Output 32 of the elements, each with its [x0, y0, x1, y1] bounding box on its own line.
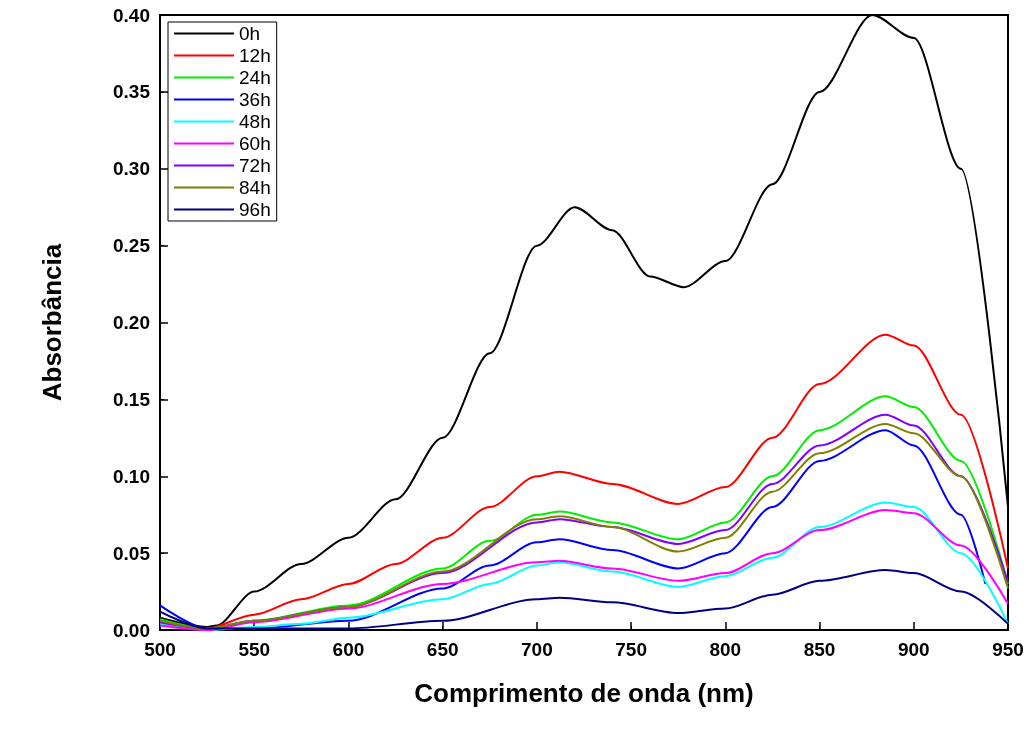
x-tick-label: 650: [426, 639, 459, 660]
legend-label: 60h: [239, 133, 271, 154]
x-tick-label: 900: [897, 639, 930, 660]
x-axis-title: Comprimento de onda (nm): [414, 678, 754, 708]
line-series: [159, 569, 1009, 630]
y-tick-label: 0.30: [113, 158, 150, 180]
legend-label: 0h: [239, 23, 261, 44]
legend-label: 84h: [239, 177, 271, 198]
x-tick-label: 850: [803, 639, 836, 660]
x-tick-label: 950: [992, 639, 1024, 660]
x-tick-label: 500: [144, 639, 176, 660]
y-tick-label: 0.40: [113, 4, 150, 26]
legend-label: 72h: [239, 155, 271, 176]
y-tick-label: 0.10: [113, 465, 150, 487]
y-tick-label: 0.00: [113, 619, 150, 641]
y-tick-label: 0.15: [113, 388, 151, 410]
legend-label: 96h: [239, 199, 271, 220]
x-tick-label: 550: [238, 639, 271, 660]
y-tick-label: 0.25: [113, 235, 151, 257]
legend-label: 36h: [239, 89, 271, 110]
y-axis-title: Absorbância: [37, 243, 67, 402]
legend-label: 48h: [239, 111, 271, 132]
legend-label: 24h: [239, 67, 271, 88]
x-tick-label: 750: [615, 639, 647, 660]
line-series: [159, 14, 1009, 628]
legend-label: 12h: [239, 45, 271, 66]
x-tick-label: 800: [709, 639, 742, 660]
x-tick-label: 700: [521, 639, 553, 660]
y-tick-label: 0.05: [113, 542, 151, 564]
y-tick-label: 0.20: [113, 312, 150, 333]
x-tick-label: 600: [332, 639, 365, 660]
y-tick-label: 0.35: [113, 81, 151, 103]
